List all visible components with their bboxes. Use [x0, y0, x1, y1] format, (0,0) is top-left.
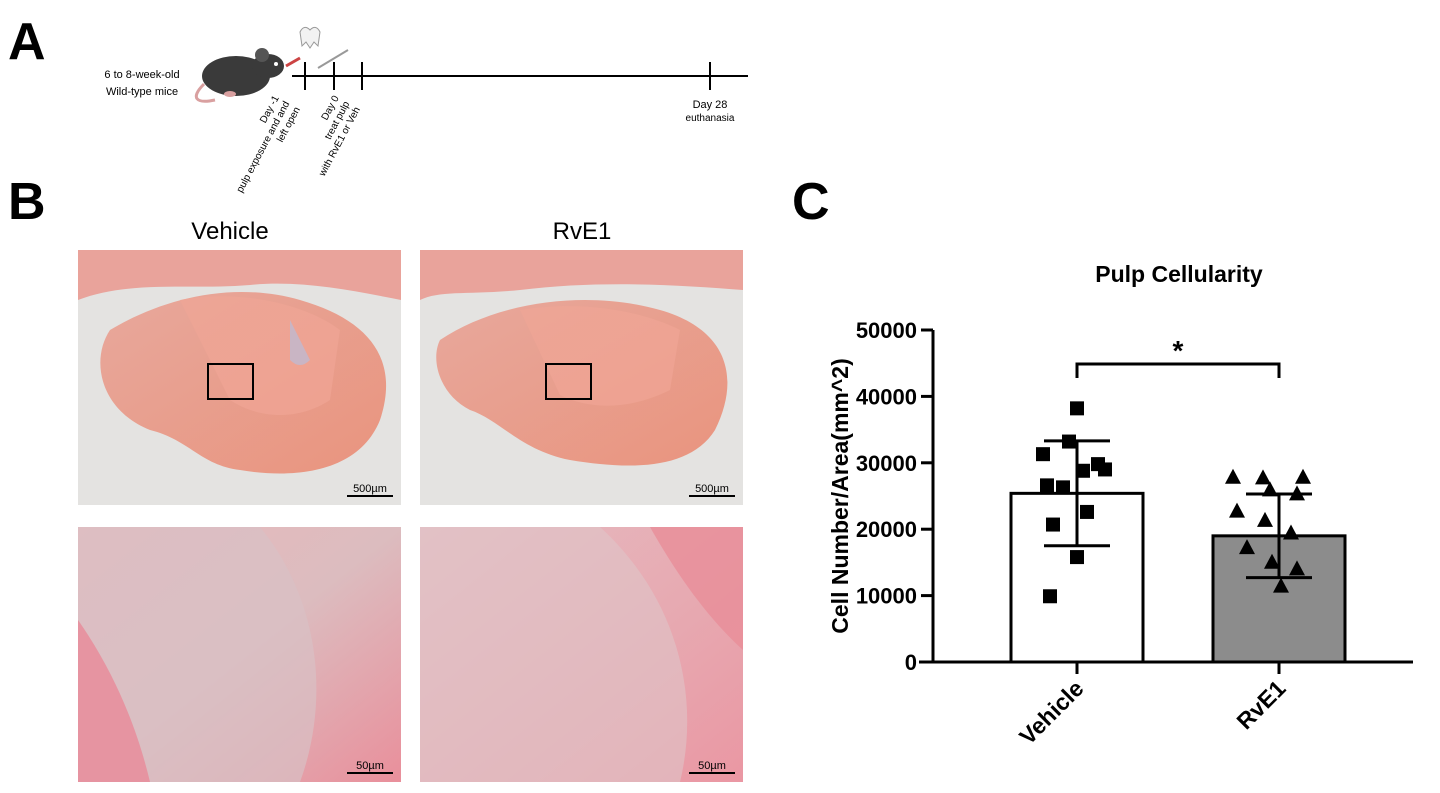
- syringe-icon: [317, 49, 349, 69]
- region-box-rve1: [545, 363, 592, 400]
- x-tick-label-vehicle: Vehicle: [1014, 675, 1088, 749]
- data-point-vehicle: [1056, 480, 1070, 495]
- y-tick-label: 10000: [856, 584, 917, 609]
- data-point-rve1: [1289, 560, 1305, 576]
- y-tick-label: 50000: [856, 318, 917, 343]
- panel-label-a: A: [8, 13, 46, 71]
- scalebar-label-vehicle-high: 50µm: [356, 760, 384, 772]
- data-point-vehicle: [1080, 504, 1094, 519]
- scalebar-label-rve1-low: 500µm: [695, 483, 729, 495]
- data-point-vehicle: [1043, 589, 1057, 604]
- data-point-rve1: [1273, 577, 1289, 593]
- micrograph-vehicle-high: 50µm: [78, 527, 401, 782]
- mouse-icon: [194, 48, 284, 103]
- scalebar-label-rve1-high: 50µm: [698, 760, 726, 772]
- tooth-icon: [299, 26, 321, 49]
- micrograph-rve1-high: 50µm: [420, 527, 743, 782]
- data-point-vehicle: [1046, 517, 1060, 532]
- significance-bracket: [1075, 362, 1281, 378]
- probe-icon: [285, 56, 301, 68]
- pulp-cellularity-chart: Pulp Cellularity Cell Number/Area(mm^2) …: [827, 261, 1413, 750]
- timeline: 6 to 8-week-old Wild-type mice Day -1 pu…: [104, 26, 748, 195]
- subject-label-line1: 6 to 8-week-old: [104, 69, 179, 81]
- panel-label-c: C: [792, 173, 830, 231]
- data-point-rve1: [1257, 511, 1273, 527]
- event-day28-line2: euthanasia: [686, 113, 735, 124]
- micrograph-vehicle-low: 500µm: [78, 250, 401, 505]
- y-tick-label: 30000: [856, 451, 917, 476]
- data-point-vehicle: [1098, 462, 1112, 477]
- data-point-rve1: [1295, 468, 1311, 484]
- event-day-minus1: Day -1 pulp exposure and and left open: [235, 94, 303, 195]
- bar-rve1: [1211, 534, 1347, 664]
- x-tick-label-rve1: RvE1: [1231, 675, 1290, 734]
- data-point-rve1: [1239, 539, 1255, 555]
- y-tick-label: 0: [905, 650, 917, 675]
- data-point-vehicle: [1070, 401, 1084, 416]
- panel-label-b: B: [8, 173, 46, 231]
- data-point-rve1: [1283, 524, 1299, 540]
- significance-star: *: [1173, 335, 1184, 366]
- y-axis-label: Cell Number/Area(mm^2): [827, 358, 853, 633]
- histology-title-vehicle: Vehicle: [191, 218, 268, 245]
- y-tick-label: 20000: [856, 517, 917, 542]
- data-point-vehicle: [1036, 447, 1050, 462]
- event-day28-line1: Day 28: [693, 99, 728, 111]
- data-point-rve1: [1225, 468, 1241, 484]
- event-day0: Day 0 treat pulp with RvE1 or Veh: [317, 94, 363, 179]
- micrograph-rve1-low: 500µm: [420, 250, 743, 505]
- data-point-rve1: [1264, 553, 1280, 569]
- data-point-vehicle: [1040, 478, 1054, 493]
- histology-panel: Vehicle RvE1 500µm 500µm: [78, 218, 743, 782]
- histology-title-rve1: RvE1: [553, 218, 612, 245]
- data-point-vehicle: [1076, 463, 1090, 478]
- scalebar-label-vehicle-low: 500µm: [353, 483, 387, 495]
- data-point-rve1: [1255, 469, 1271, 485]
- y-tick-label: 40000: [856, 384, 917, 409]
- subject-label-line2: Wild-type mice: [106, 86, 178, 98]
- chart-title: Pulp Cellularity: [1095, 261, 1263, 287]
- data-point-rve1: [1229, 502, 1245, 518]
- data-point-vehicle: [1070, 550, 1084, 565]
- region-box-vehicle: [207, 363, 254, 400]
